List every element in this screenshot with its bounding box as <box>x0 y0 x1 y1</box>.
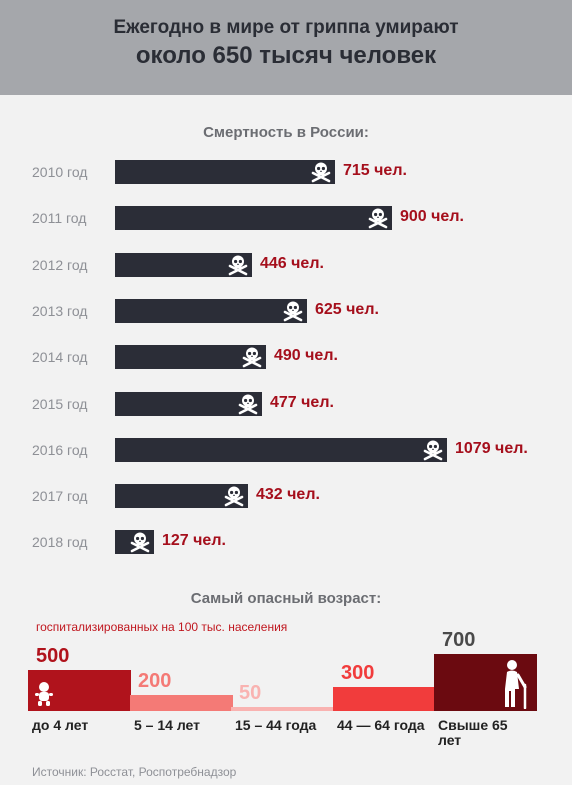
age-group-label: 44 — 64 года <box>337 717 425 733</box>
mortality-bar <box>115 391 262 416</box>
age-group-label: 15 – 44 года <box>235 717 317 733</box>
mortality-bar <box>115 345 266 370</box>
skull-crossbones-icon <box>367 207 389 229</box>
mortality-value-label: 446 чел. <box>260 254 324 272</box>
year-label: 2013 год <box>32 302 88 319</box>
mortality-bar <box>115 252 252 277</box>
year-label: 2017 год <box>32 488 88 505</box>
year-label: 2012 год <box>32 256 88 273</box>
mortality-value-label: 477 чел. <box>270 393 334 411</box>
age-group-label: 5 – 14 лет <box>134 717 200 733</box>
mortality-value-label: 127 чел. <box>162 532 226 550</box>
mortality-value-label: 1079 чел. <box>455 439 528 457</box>
mortality-bar <box>115 298 307 323</box>
skull-crossbones-icon <box>223 485 245 507</box>
age-group-label: до 4 лет <box>32 717 89 733</box>
mortality-value-label: 432 чел. <box>256 486 320 504</box>
age-bar <box>231 707 334 711</box>
mortality-bar <box>115 160 335 184</box>
header-title-line1: Ежегодно в мире от гриппа умирают <box>113 17 459 38</box>
baby-icon <box>34 681 54 712</box>
skull-crossbones-icon <box>310 161 332 183</box>
age-value-label: 300 <box>341 662 375 684</box>
year-label: 2015 год <box>32 395 88 412</box>
skull-crossbones-icon <box>129 531 151 553</box>
mortality-value-label: 900 чел. <box>400 208 464 226</box>
mortality-chart-title: Смертность в России: <box>203 124 369 141</box>
age-chart-subtitle: госпитализированных на 100 тыс. населени… <box>36 620 288 634</box>
mortality-bar <box>115 437 447 462</box>
mortality-value-label: 625 чел. <box>315 300 379 318</box>
age-value-label: 500 <box>36 645 70 667</box>
mortality-bar <box>115 206 392 231</box>
age-group-label: Свыше 65 лет <box>438 717 508 748</box>
mortality-value-label: 715 чел. <box>343 162 407 179</box>
source-note: Источник: Росстат, Роспотребнадзор <box>32 765 237 779</box>
header-title-line2: около 650 тысяч человек <box>135 42 437 69</box>
age-value-label: 50 <box>239 682 262 704</box>
skull-crossbones-icon <box>282 300 304 322</box>
age-value-label: 200 <box>138 670 172 692</box>
age-bar <box>434 654 537 711</box>
age-chart-title: Самый опасный возраст: <box>190 590 382 607</box>
skull-crossbones-icon <box>422 439 444 461</box>
year-label: 2016 год <box>32 441 88 458</box>
year-label: 2014 год <box>32 349 88 366</box>
year-label: 2010 год <box>32 164 88 180</box>
header-banner: Ежегодно в мире от гриппа умирают около … <box>0 0 572 95</box>
age-value-label: 700 <box>442 629 476 651</box>
year-label: 2011 год <box>32 210 87 227</box>
skull-crossbones-icon <box>227 254 249 276</box>
elderly-person-icon <box>500 659 530 714</box>
age-bar <box>130 695 233 711</box>
skull-crossbones-icon <box>237 393 259 415</box>
age-bar <box>333 687 436 711</box>
mortality-value-label: 490 чел. <box>274 347 338 365</box>
year-label: 2018 год <box>32 534 88 551</box>
skull-crossbones-icon <box>241 346 263 368</box>
